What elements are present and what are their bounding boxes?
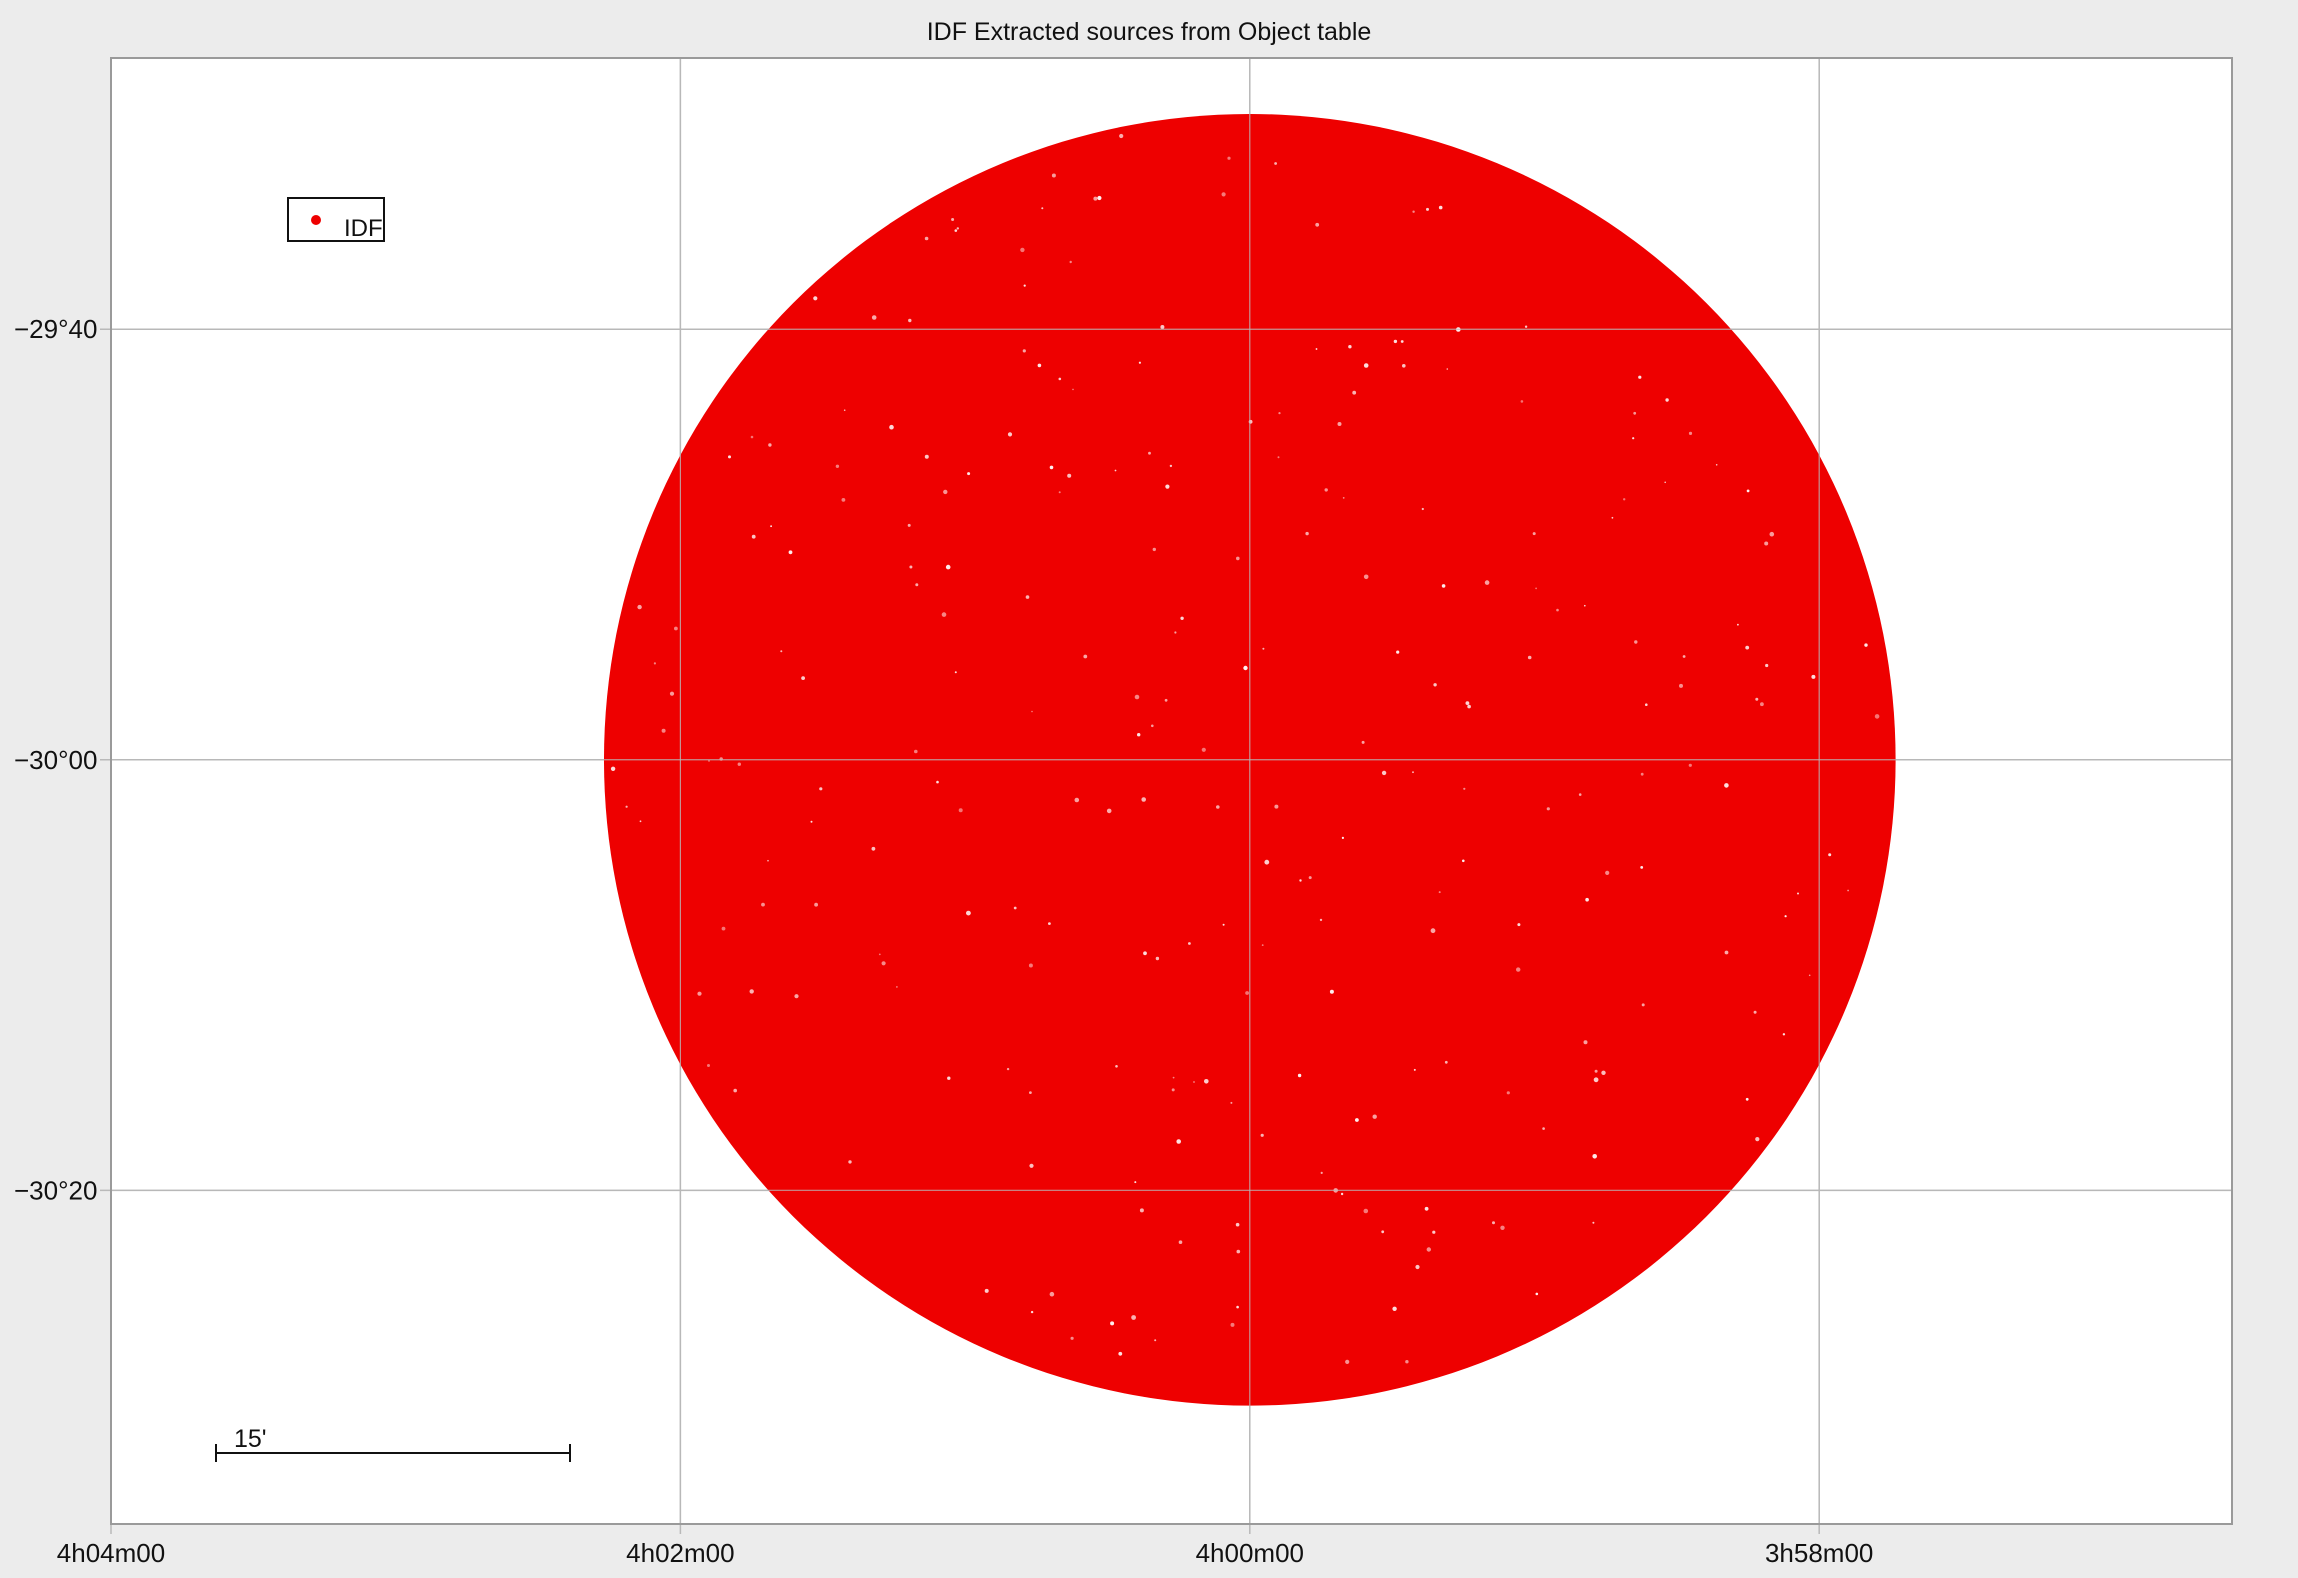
y-tick-label: −29°40	[14, 314, 97, 344]
plot-frame	[110, 57, 2233, 1525]
tick-label-layer: 4h04m00 4h02m00 4h00m00 3h58m00 −29°40 −30°00…	[14, 314, 1873, 1568]
scale-bar-label: 15'	[234, 1425, 267, 1453]
x-tick-label: 4h04m00	[57, 1538, 165, 1568]
legend[interactable]: IDF	[287, 197, 385, 242]
legend-box	[287, 197, 385, 242]
y-tick-label: −30°00	[14, 745, 97, 775]
x-tick-label: 4h02m00	[626, 1538, 734, 1568]
x-tick-label: 3h58m00	[1765, 1538, 1873, 1568]
legend-label-idf: IDF	[344, 215, 383, 242]
x-tick-label: 4h00m00	[1196, 1538, 1304, 1568]
data-layer	[111, 58, 2232, 1524]
legend-marker-idf	[311, 215, 321, 225]
scale-bar: 15'	[215, 1425, 571, 1462]
chart-title: IDF Extracted sources from Object table	[926, 18, 1372, 46]
series-idf-gaps	[610, 133, 1880, 1364]
y-tick-label: −30°20	[14, 1175, 97, 1205]
